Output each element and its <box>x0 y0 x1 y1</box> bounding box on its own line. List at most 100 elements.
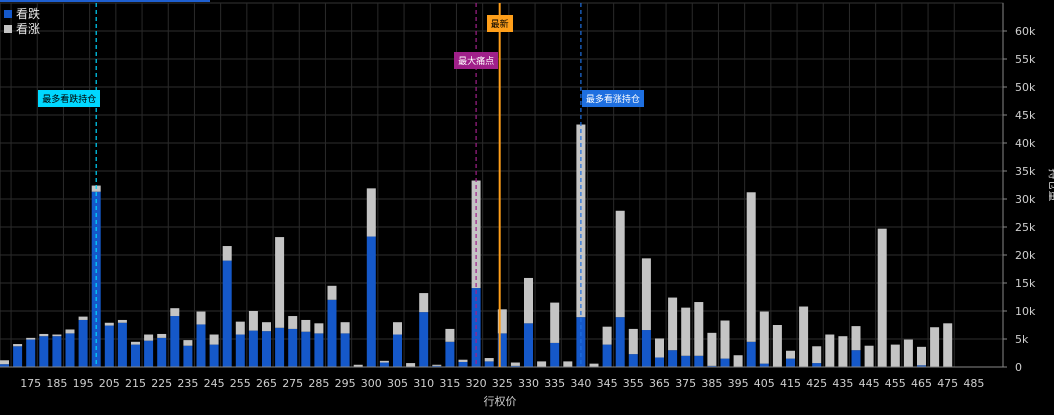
put-bar <box>379 362 389 367</box>
annotation-latest: 最新 <box>486 15 513 32</box>
put-bar <box>655 357 664 367</box>
call-bar <box>799 306 809 367</box>
put-bar <box>340 333 350 367</box>
x-tick-label: 295 <box>335 377 356 390</box>
x-tick-label: 275 <box>282 377 303 390</box>
put-bar <box>0 364 9 367</box>
call-bar <box>379 360 389 363</box>
put-bar <box>157 337 167 367</box>
x-tick-label: 425 <box>806 377 827 390</box>
put-bar <box>170 316 180 367</box>
put-bar <box>641 330 651 367</box>
call-bar <box>275 237 285 328</box>
call-bar <box>537 361 547 367</box>
call-bar <box>39 333 49 337</box>
x-tick-label: 235 <box>177 377 198 390</box>
call-bar <box>0 360 9 365</box>
x-tick-label: 325 <box>492 377 513 390</box>
put-bar <box>851 350 861 367</box>
call-bar <box>864 345 874 367</box>
call-bar <box>301 319 311 332</box>
y-tick-label: 5k <box>1015 333 1029 346</box>
call-bar <box>314 323 324 334</box>
x-tick-label: 355 <box>623 377 644 390</box>
x-tick-label: 455 <box>885 377 906 390</box>
x-tick-label: 375 <box>675 377 696 390</box>
x-tick-label: 320 <box>466 377 487 390</box>
call-bar <box>825 334 835 367</box>
put-bar <box>393 334 402 367</box>
call-bar <box>104 322 114 326</box>
x-tick-label: 215 <box>125 377 146 390</box>
top-accent-line <box>0 0 210 2</box>
put-bar <box>668 350 678 367</box>
x-tick-label: 345 <box>597 377 618 390</box>
call-bar <box>366 188 376 237</box>
put-bar <box>104 325 114 367</box>
x-tick-label: 385 <box>701 377 722 390</box>
put-bar <box>917 365 926 367</box>
y-tick-label: 0 <box>1015 361 1022 374</box>
y-tick-label: 40k <box>1015 137 1036 150</box>
x-tick-label: 475 <box>937 377 958 390</box>
call-bar <box>26 337 36 340</box>
call-bar <box>694 302 704 356</box>
legend-item-put[interactable]: 看跌 <box>4 7 40 22</box>
put-bar <box>458 361 468 367</box>
call-bar <box>877 228 887 367</box>
call-bar <box>563 361 573 367</box>
put-bar <box>131 344 140 367</box>
call-bar <box>851 326 861 351</box>
call-bar <box>510 362 520 366</box>
call-bar <box>668 297 678 351</box>
put-bar <box>78 319 88 367</box>
put-bar <box>209 344 219 367</box>
call-bar <box>772 325 782 367</box>
call-bar <box>13 344 23 347</box>
y-tick-label: 20k <box>1015 249 1036 262</box>
x-tick-label: 195 <box>73 377 94 390</box>
put-bar <box>26 339 36 367</box>
y-tick-label: 30k <box>1015 193 1036 206</box>
call-bar <box>759 311 769 364</box>
x-tick-label: 305 <box>387 377 408 390</box>
x-tick-label: 330 <box>518 377 539 390</box>
call-bar <box>157 333 167 338</box>
call-bar <box>615 210 625 318</box>
put-bar <box>550 342 560 367</box>
y-tick-label: 35k <box>1015 165 1036 178</box>
put-bar <box>746 341 756 367</box>
x-tick-label: 395 <box>728 377 749 390</box>
put-bar <box>248 330 258 367</box>
call-bar <box>930 327 940 367</box>
x-tick-label: 185 <box>46 377 67 390</box>
legend-label-call: 看涨 <box>16 22 41 36</box>
legend-swatch-call <box>4 25 12 33</box>
put-bar <box>681 355 691 367</box>
call-bar <box>406 363 416 367</box>
annotation-max-pain: 最大痛点 <box>454 52 499 69</box>
x-tick-label: 485 <box>963 377 984 390</box>
x-tick-label: 465 <box>911 377 932 390</box>
call-bar <box>196 311 206 325</box>
put-bar <box>432 365 442 367</box>
y-axis-title: 持仓量 <box>1047 169 1054 202</box>
legend[interactable]: 看跌 看涨 <box>4 7 40 37</box>
x-tick-label: 335 <box>544 377 565 390</box>
call-bar <box>262 322 271 332</box>
x-tick-label: 310 <box>413 377 434 390</box>
put-bar <box>65 333 75 367</box>
legend-item-call[interactable]: 看涨 <box>4 22 40 37</box>
call-bar <box>720 320 730 359</box>
x-tick-label: 365 <box>649 377 670 390</box>
y-tick-label: 15k <box>1015 277 1036 290</box>
call-bar <box>65 329 75 334</box>
call-bar <box>812 346 822 364</box>
x-axis-title: 行权价 <box>484 395 517 408</box>
call-bar <box>733 355 743 367</box>
annotation-max-put-oi: 最多看跌持仓 <box>38 90 101 107</box>
call-bar <box>327 285 337 300</box>
put-bar <box>419 312 429 367</box>
